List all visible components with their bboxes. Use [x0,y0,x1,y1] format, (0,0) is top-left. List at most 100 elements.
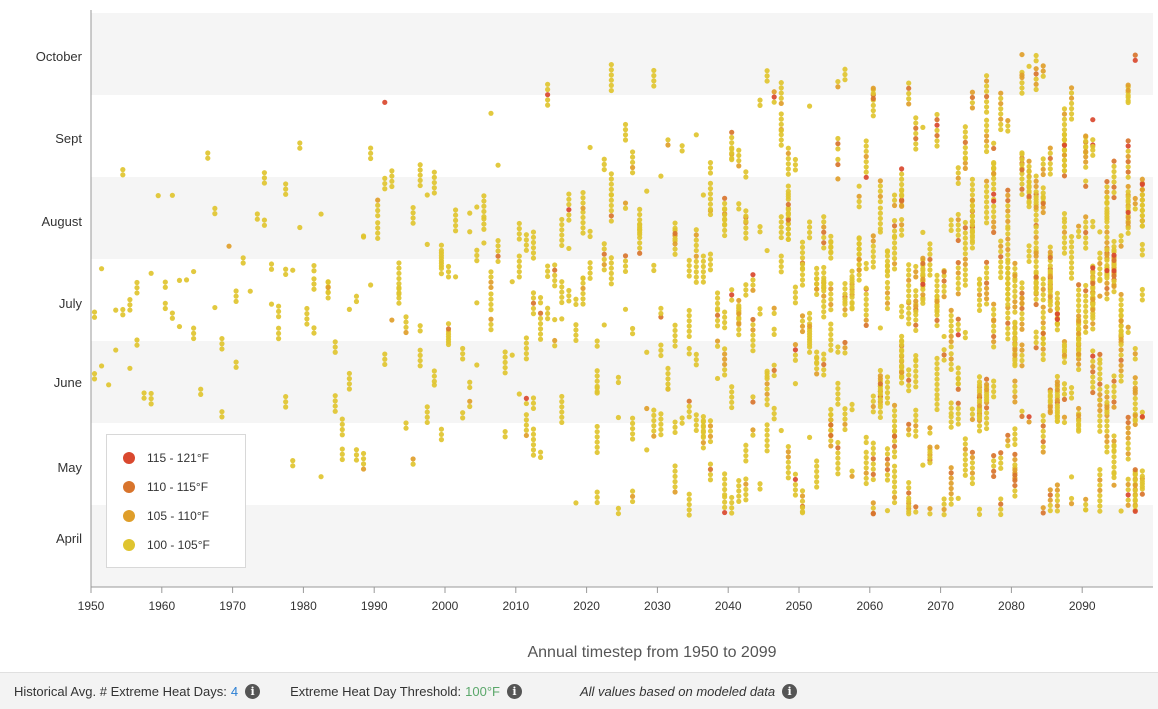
data-point [955,170,961,176]
data-point [587,260,593,266]
data-point [707,423,714,429]
data-point [983,88,990,94]
data-point [955,400,961,406]
data-point [722,309,728,315]
data-point [906,293,912,299]
data-point [629,154,636,160]
data-point [651,407,657,413]
data-point [693,356,699,363]
data-point [233,359,239,365]
data-point [899,222,905,228]
data-point [1047,278,1053,284]
x-tick-label: 2090 [1069,599,1096,613]
data-point [311,281,317,287]
data-point [835,455,841,461]
data-point [821,283,827,289]
data-point [870,500,876,506]
data-point [778,258,784,264]
data-point [1118,233,1124,239]
info-icon[interactable]: i [782,683,798,699]
data-point [828,281,834,287]
data-point [856,241,862,247]
data-point [729,494,735,501]
data-point [1076,282,1082,288]
data-point [799,328,806,335]
data-point [750,342,756,349]
data-point [488,301,494,308]
data-point [1111,373,1117,379]
data-point [1076,341,1082,347]
data-point [1040,314,1046,321]
data-point [998,259,1004,265]
data-point [920,124,926,130]
data-point [1019,85,1025,91]
data-point [920,271,926,277]
info-icon[interactable]: i [506,683,522,699]
data-point [686,414,692,420]
data-point [962,329,968,336]
data-point [948,485,954,492]
data-point [1076,297,1082,303]
data-point [821,288,827,294]
data-point [991,383,997,389]
info-icon[interactable]: i [245,683,261,699]
legend-label: 105 - 110°F [147,508,209,523]
data-point [1132,395,1138,402]
data-point [530,290,537,296]
data-point [1033,178,1039,184]
data-point [283,271,289,278]
data-point [955,237,961,244]
data-point [537,294,544,301]
data-point [1005,270,1011,276]
data-point [693,264,699,270]
data-point [778,90,784,96]
data-point [665,137,671,143]
data-point [283,186,289,192]
data-point [1061,381,1068,387]
data-point [948,465,954,471]
data-point [601,322,607,328]
data-point [608,77,614,83]
data-point [814,474,820,480]
data-point [431,174,437,180]
data-point [1054,497,1060,504]
data-point [870,90,876,97]
data-point [1019,300,1025,306]
data-point [842,421,848,427]
data-point [587,233,593,240]
data-point [530,311,537,317]
data-point [1033,212,1039,218]
data-point [389,183,395,190]
data-point [1083,314,1089,320]
data-point [424,414,430,420]
data-point [226,243,232,249]
data-point [906,101,912,107]
data-point [913,293,919,299]
data-point [339,416,345,422]
y-tick-label: June [54,375,82,390]
data-point [913,327,919,333]
data-point [948,501,954,507]
data-point [1097,477,1103,483]
data-point [891,499,898,506]
data-point [934,386,940,393]
data-point [764,432,770,438]
data-point [913,353,919,359]
data-point [1118,352,1124,358]
data-point [983,109,990,115]
data-point [1125,487,1131,493]
data-point [1139,468,1145,474]
data-point [523,247,529,253]
data-point [1033,234,1039,241]
data-point [523,340,529,346]
data-point [863,285,869,291]
data-point [1104,280,1110,286]
data-point [1054,402,1060,409]
data-point [941,501,947,507]
data-point [566,298,572,304]
data-point [1054,487,1060,493]
data-point [899,227,905,233]
data-point [913,504,919,510]
data-point [913,298,919,304]
data-point [707,165,714,171]
